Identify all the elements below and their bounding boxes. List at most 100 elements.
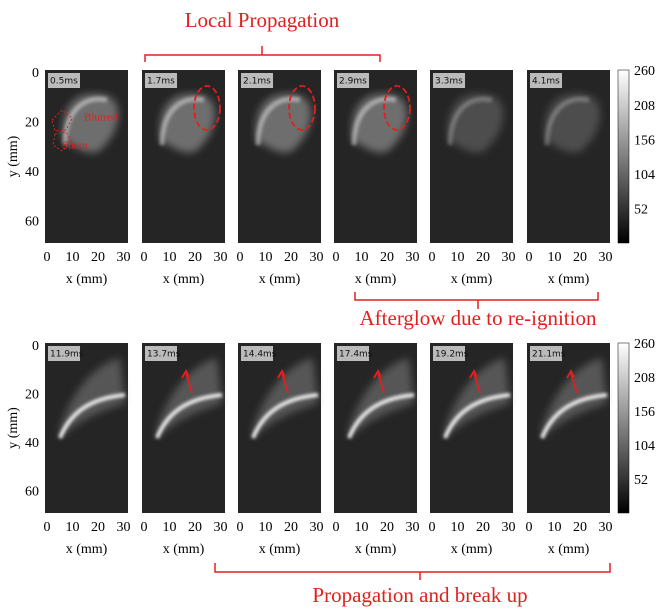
x-tick-label: 30 xyxy=(214,250,228,265)
x-tick-label: 10 xyxy=(451,250,465,265)
colorbar-tick-label: 52 xyxy=(634,473,648,488)
y-axis-label: y (mm) xyxy=(6,407,21,449)
x-tick-label: 10 xyxy=(163,520,177,535)
x-axis-label: x (mm) xyxy=(548,542,590,557)
colorbar-tick-label: 208 xyxy=(634,371,655,386)
x-tick-label: 10 xyxy=(548,520,562,535)
timestamp: 21.1ms xyxy=(532,350,566,360)
timestamp: 13.7ms xyxy=(147,350,181,360)
x-tick-label: 20 xyxy=(573,520,587,535)
panel: 2.9ms 0 10 20 30 x (mm) xyxy=(333,70,420,287)
x-tick-label: 10 xyxy=(259,250,273,265)
x-tick-label: 30 xyxy=(502,250,516,265)
x-tick-label: 0 xyxy=(429,250,436,265)
x-tick-label: 10 xyxy=(355,520,369,535)
x-tick-label: 20 xyxy=(91,250,105,265)
annotation: Sharp xyxy=(62,140,88,152)
x-tick-label: 20 xyxy=(284,250,298,265)
x-tick-label: 0 xyxy=(237,250,244,265)
y-tick-label: 60 xyxy=(25,214,39,229)
x-tick-label: 0 xyxy=(333,520,340,535)
x-tick-label: 20 xyxy=(188,520,202,535)
x-tick-label: 10 xyxy=(66,250,80,265)
y-tick-label: 20 xyxy=(25,388,39,403)
timestamp: 19.2ms xyxy=(435,350,469,360)
y-tick-label: 40 xyxy=(25,165,39,180)
x-tick-label: 30 xyxy=(310,520,324,535)
timestamp: 17.4ms xyxy=(339,350,373,360)
x-axis-label: x (mm) xyxy=(259,272,301,287)
panel: 13.7ms0102030x (mm) xyxy=(141,343,228,557)
y-tick-label: 0 xyxy=(32,66,39,81)
y-tick-label: 0 xyxy=(32,339,39,354)
x-tick-label: 20 xyxy=(284,520,298,535)
timestamp: 1.7ms xyxy=(147,77,175,87)
x-tick-label: 0 xyxy=(141,520,148,535)
timestamp: 2.9ms xyxy=(339,77,367,87)
colorbar-tick-label: 104 xyxy=(634,168,655,183)
timestamp: 2.1ms xyxy=(243,77,271,87)
x-axis-label: x (mm) xyxy=(66,272,108,287)
x-axis-label: x (mm) xyxy=(163,272,205,287)
x-axis-label: x (mm) xyxy=(355,272,397,287)
bracket xyxy=(215,563,610,580)
x-tick-label: 0 xyxy=(333,250,340,265)
x-axis-label: x (mm) xyxy=(451,272,493,287)
x-tick-label: 0 xyxy=(44,520,51,535)
x-axis-label: x (mm) xyxy=(66,542,108,557)
x-tick-label: 10 xyxy=(259,520,273,535)
colorbar-tick-label: 156 xyxy=(634,133,655,148)
x-tick-label: 30 xyxy=(406,250,420,265)
x-tick-label: 10 xyxy=(451,520,465,535)
x-tick-label: 0 xyxy=(526,520,533,535)
colorbar xyxy=(618,343,629,513)
x-tick-label: 0 xyxy=(526,250,533,265)
x-tick-label: 10 xyxy=(548,250,562,265)
annotation: Blurred xyxy=(84,112,118,124)
x-tick-label: 30 xyxy=(599,250,613,265)
colorbar-tick-label: 52 xyxy=(634,203,648,218)
x-tick-label: 10 xyxy=(355,250,369,265)
x-tick-label: 10 xyxy=(163,250,177,265)
x-tick-label: 20 xyxy=(380,520,394,535)
timestamp: 11.9ms xyxy=(50,350,84,360)
timestamp: 3.3ms xyxy=(435,77,463,87)
x-tick-label: 30 xyxy=(502,520,516,535)
colorbar-tick-label: 156 xyxy=(634,405,655,420)
x-tick-label: 30 xyxy=(599,520,613,535)
panel: 1.7ms0102030x (mm) xyxy=(141,70,228,287)
colorbar-tick-label: 208 xyxy=(634,99,655,114)
x-tick-label: 30 xyxy=(406,520,420,535)
panel: 0.5ms0102030x (mm) xyxy=(44,70,131,287)
panel: 4.1ms0102030x (mm) xyxy=(526,70,613,287)
x-axis-label: x (mm) xyxy=(163,542,205,557)
colorbar-tick-label: 260 xyxy=(634,64,655,79)
y-axis-label: y (mm) xyxy=(6,135,21,177)
header-top: Local Propagation xyxy=(185,8,340,32)
timestamp: 0.5ms xyxy=(50,77,78,87)
x-tick-label: 20 xyxy=(476,250,490,265)
colorbar-tick-label: 260 xyxy=(634,337,655,352)
panel: 21.1ms 0 10 20 30 x (mm) xyxy=(526,343,613,557)
x-tick-label: 30 xyxy=(310,250,324,265)
x-tick-label: 0 xyxy=(237,520,244,535)
x-tick-label: 20 xyxy=(380,250,394,265)
figure: Local Propagation Afterglow due to re-ig… xyxy=(0,0,660,610)
x-axis-label: x (mm) xyxy=(548,272,590,287)
colorbar xyxy=(618,70,629,243)
bracket xyxy=(145,46,380,62)
x-tick-label: 20 xyxy=(476,520,490,535)
header-bottom: Propagation and break up xyxy=(312,583,527,607)
timestamp: 4.1ms xyxy=(532,77,560,87)
x-tick-label: 0 xyxy=(141,250,148,265)
panel: 3.3ms 0 10 20 30 x (mm) xyxy=(429,70,516,287)
panel: 2.1ms 0 10 20 30 x (mm) xyxy=(237,70,324,287)
colorbar-tick-label: 104 xyxy=(634,439,655,454)
x-tick-label: 20 xyxy=(91,520,105,535)
x-tick-label: 30 xyxy=(117,250,131,265)
y-tick-label: 60 xyxy=(25,485,39,500)
